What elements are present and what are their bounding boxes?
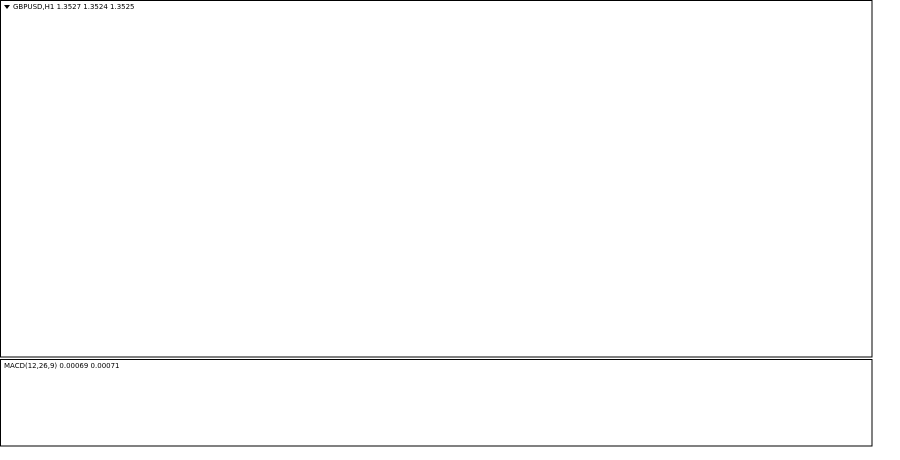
chart-title: GBPUSD,H1 1.3527 1.3524 1.3525 [13, 3, 135, 11]
price-panel-frame [0, 0, 873, 358]
macd-label: MACD(12,26,9) 0.00069 0.00071 [4, 362, 120, 370]
macd-panel-frame [0, 359, 873, 447]
symbol-icon [4, 5, 10, 9]
